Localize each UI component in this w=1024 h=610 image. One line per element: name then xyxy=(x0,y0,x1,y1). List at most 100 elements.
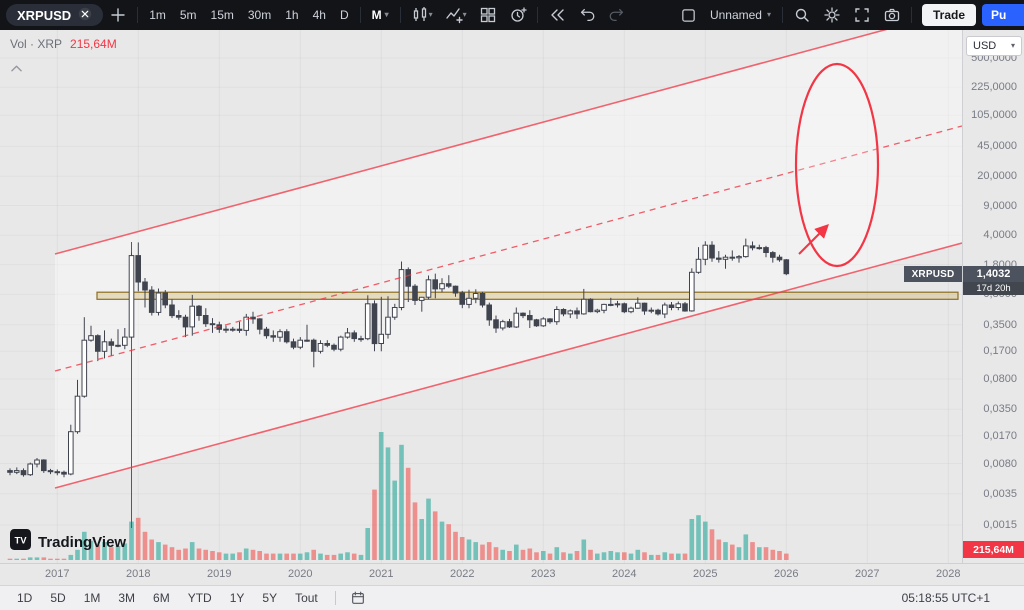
year-label: 2020 xyxy=(288,568,313,580)
price-tick: 20,0000 xyxy=(977,170,1017,183)
range-buttons-container: 1D 5D 1M 3M 6M YTD 1Y 5Y Tout xyxy=(10,589,325,607)
chart-area: Vol · XRP 215,64M XRPUSD TV TradingView xyxy=(0,30,962,563)
tradingview-logo-text: TradingView xyxy=(38,533,127,551)
chart-style-button[interactable]: ▾ xyxy=(405,0,439,30)
price-tick: 0,0800 xyxy=(983,373,1017,385)
chevron-down-icon: ▾ xyxy=(428,10,433,19)
timeframe-active-M[interactable]: M ▾ xyxy=(365,0,396,30)
toolbar-separator xyxy=(137,7,139,23)
volume-legend-value: 215,64M xyxy=(70,37,117,51)
tradingview-logo-icon: TV xyxy=(10,529,31,555)
bar-countdown: 17d 20h xyxy=(963,282,1024,295)
collapse-legend-button[interactable] xyxy=(8,56,25,80)
undo-button[interactable] xyxy=(572,0,602,30)
price-tick: 45,0000 xyxy=(977,140,1017,153)
chevron-down-icon: ▾ xyxy=(766,10,771,19)
layout-name-dropdown[interactable]: Unnamed ▾ xyxy=(703,0,778,30)
toolbar-separator xyxy=(399,7,401,23)
year-label: 2025 xyxy=(693,568,718,580)
chart-canvas[interactable] xyxy=(0,30,962,563)
price-axis[interactable]: USD ▾ 1,4032 17d 20h 215,64M 500,0000 225… xyxy=(962,30,1024,563)
volume-axis-badge: 215,64M xyxy=(963,541,1024,558)
toolbar-separator xyxy=(536,7,538,23)
fullscreen-button[interactable] xyxy=(847,0,877,30)
range-5D[interactable]: 5D xyxy=(50,591,66,605)
tradingview-logo[interactable]: TV TradingView xyxy=(10,529,126,555)
range-1D[interactable]: 1D xyxy=(17,591,33,605)
currency-dropdown[interactable]: USD ▾ xyxy=(966,36,1022,56)
series-symbol-chip: XRPUSD xyxy=(904,266,962,282)
year-label: 2017 xyxy=(45,568,70,580)
year-label: 2018 xyxy=(126,568,151,580)
channel-median-line xyxy=(54,125,962,372)
bottom-toolbar: 1D 5D 1M 3M 6M YTD 1Y 5Y Tout 05:18:55 UTC+1 xyxy=(0,585,1024,610)
indicators-button[interactable]: ▾ xyxy=(439,0,473,30)
last-price-value: 1,4032 xyxy=(963,266,1024,282)
redo-button[interactable] xyxy=(602,0,632,30)
grid-layout-button[interactable] xyxy=(473,0,503,30)
timeframe-D[interactable]: D xyxy=(339,8,349,22)
year-label: 2024 xyxy=(612,568,637,580)
timeframe-1h[interactable]: 1h xyxy=(285,8,299,22)
chart-main: Vol · XRP 215,64M XRPUSD TV TradingView … xyxy=(0,30,1024,563)
price-tick: 9,0000 xyxy=(983,199,1017,212)
layout-name-label: Unnamed xyxy=(709,8,762,22)
price-tick: 105,0000 xyxy=(971,109,1017,122)
toolbar-left-group: XRPUSD 1m 5m 15m 30m 1h 4h D M ▾ ▾ xyxy=(6,0,632,30)
arrow-drawing xyxy=(798,224,829,255)
time-axis[interactable]: 2017 2018 2019 2020 2021 2022 2023 2024 2025 2026… xyxy=(0,563,1024,585)
range-1M[interactable]: 1M xyxy=(83,591,101,605)
session-clock[interactable]: 05:18:55 UTC+1 xyxy=(901,591,990,605)
currency-label: USD xyxy=(973,40,997,52)
active-timeframe-label: M xyxy=(371,8,382,22)
trade-button[interactable]: Trade xyxy=(921,4,976,26)
bar-replay-button[interactable] xyxy=(542,0,572,30)
price-label-badge: 1,4032 17d 20h xyxy=(963,266,1024,295)
symbol-logo-icon xyxy=(78,7,92,24)
year-label: 2028 xyxy=(936,568,961,580)
channel-upper-line xyxy=(54,30,888,255)
timeframe-5m[interactable]: 5m xyxy=(179,8,197,22)
toolbar-separator xyxy=(910,7,912,23)
price-tick: 0,0170 xyxy=(983,429,1017,442)
bottom-separator xyxy=(334,591,336,605)
volume-legend-label: Vol · XRP xyxy=(10,37,63,51)
price-tick: 0,3500 xyxy=(983,318,1017,331)
bottom-right-group: 05:18:55 UTC+1 xyxy=(902,591,1014,605)
svg-text:TV: TV xyxy=(14,536,27,547)
timeframe-group: 1m 5m 15m 30m 1h 4h D xyxy=(142,0,355,30)
create-alert-button[interactable] xyxy=(503,0,533,30)
compare-add-symbol-button[interactable] xyxy=(103,0,133,30)
quick-search-button[interactable] xyxy=(787,0,817,30)
symbol-search-button[interactable]: XRPUSD xyxy=(6,4,104,26)
volume-legend[interactable]: Vol · XRP 215,64M xyxy=(10,37,117,51)
go-to-date-button[interactable] xyxy=(346,590,370,606)
range-Tout[interactable]: Tout xyxy=(295,591,318,605)
settings-gear-icon[interactable] xyxy=(817,0,847,30)
range-YTD[interactable]: YTD xyxy=(187,591,212,605)
ellipse-drawing xyxy=(794,62,880,268)
timeframe-15m[interactable]: 15m xyxy=(210,8,234,22)
layout-select-icon[interactable] xyxy=(674,0,703,30)
year-label: 2019 xyxy=(207,568,232,580)
price-tick: 4,0000 xyxy=(983,229,1017,242)
toolbar-separator xyxy=(359,7,361,23)
range-5Y[interactable]: 5Y xyxy=(262,591,278,605)
range-3M[interactable]: 3M xyxy=(118,591,136,605)
timeframe-30m[interactable]: 30m xyxy=(247,8,272,22)
toolbar-separator xyxy=(781,7,783,23)
price-tick: 0,0080 xyxy=(983,457,1017,470)
timeframe-4h[interactable]: 4h xyxy=(312,8,326,22)
range-6M[interactable]: 6M xyxy=(153,591,170,605)
timeframe-1m[interactable]: 1m xyxy=(149,8,166,22)
toolbar-right-group: Unnamed ▾ Trade Pu xyxy=(674,0,1024,30)
year-label: 2023 xyxy=(531,568,556,580)
channel-lower-line xyxy=(54,242,962,489)
price-tick: 0,1700 xyxy=(983,345,1017,358)
snapshot-camera-button[interactable] xyxy=(877,0,907,30)
range-1Y[interactable]: 1Y xyxy=(229,591,245,605)
publish-button[interactable]: Pu xyxy=(982,4,1024,26)
channel-fill xyxy=(55,30,962,488)
symbol-name: XRPUSD xyxy=(17,7,72,23)
